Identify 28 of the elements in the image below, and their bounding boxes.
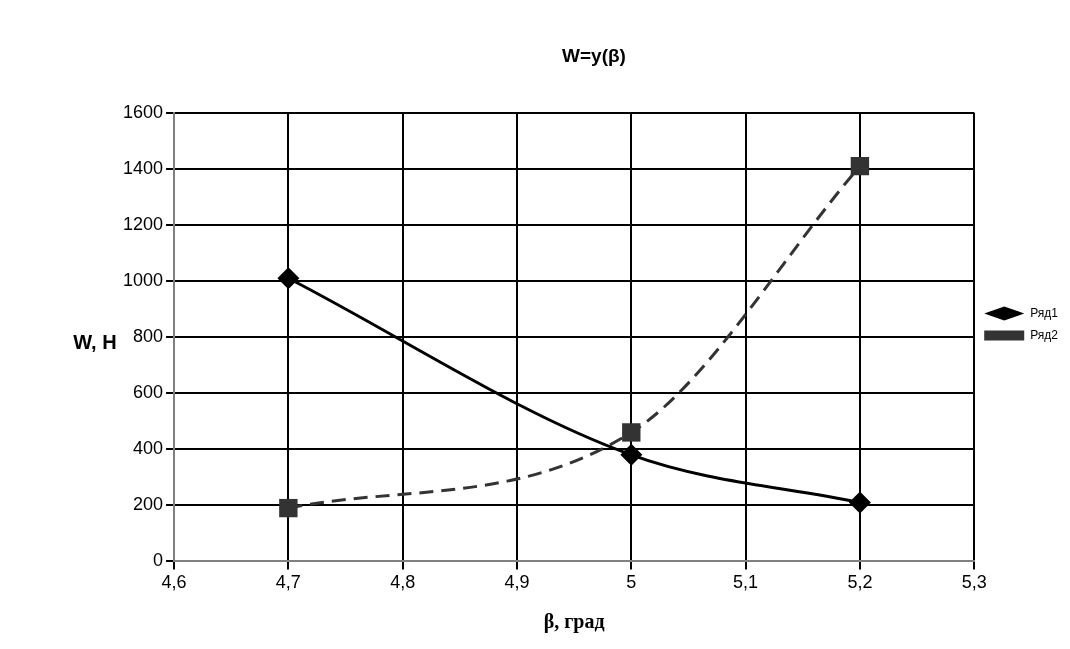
legend-label: Ряд2 — [1030, 327, 1059, 342]
point — [848, 491, 871, 514]
legend-label: Ряд1 — [1030, 305, 1059, 320]
y-tick-label: 0 — [153, 550, 164, 571]
point — [277, 267, 300, 290]
y-tick-label: 800 — [133, 326, 164, 347]
chart-title: W=y(β) — [562, 44, 626, 66]
y-tick-label: 1600 — [123, 101, 164, 122]
x-tick-label: 4,8 — [390, 572, 416, 593]
y-tick-label: 1400 — [123, 157, 164, 178]
point — [850, 156, 870, 176]
y-tick-label: 200 — [133, 494, 164, 515]
point — [620, 443, 643, 466]
point — [622, 423, 641, 442]
x-tick-label: 4,7 — [275, 572, 301, 593]
x-axis-title: β, град — [543, 610, 605, 634]
y-tick-label: 600 — [133, 382, 164, 403]
point — [279, 498, 298, 518]
x-tick-label: 5,2 — [847, 572, 873, 593]
y-tick-label: 400 — [133, 438, 164, 459]
y-tick-label: 1000 — [123, 269, 164, 290]
x-tick-label: 5,1 — [733, 572, 759, 593]
y-tick-label: 1200 — [123, 213, 164, 234]
x-tick-label: 4,9 — [504, 572, 530, 593]
y-axis-title: W, H — [73, 330, 117, 353]
x-tick-label: 5,3 — [961, 572, 987, 593]
x-tick-label: 4,6 — [161, 572, 187, 593]
x-tick-label: 5 — [626, 572, 637, 593]
